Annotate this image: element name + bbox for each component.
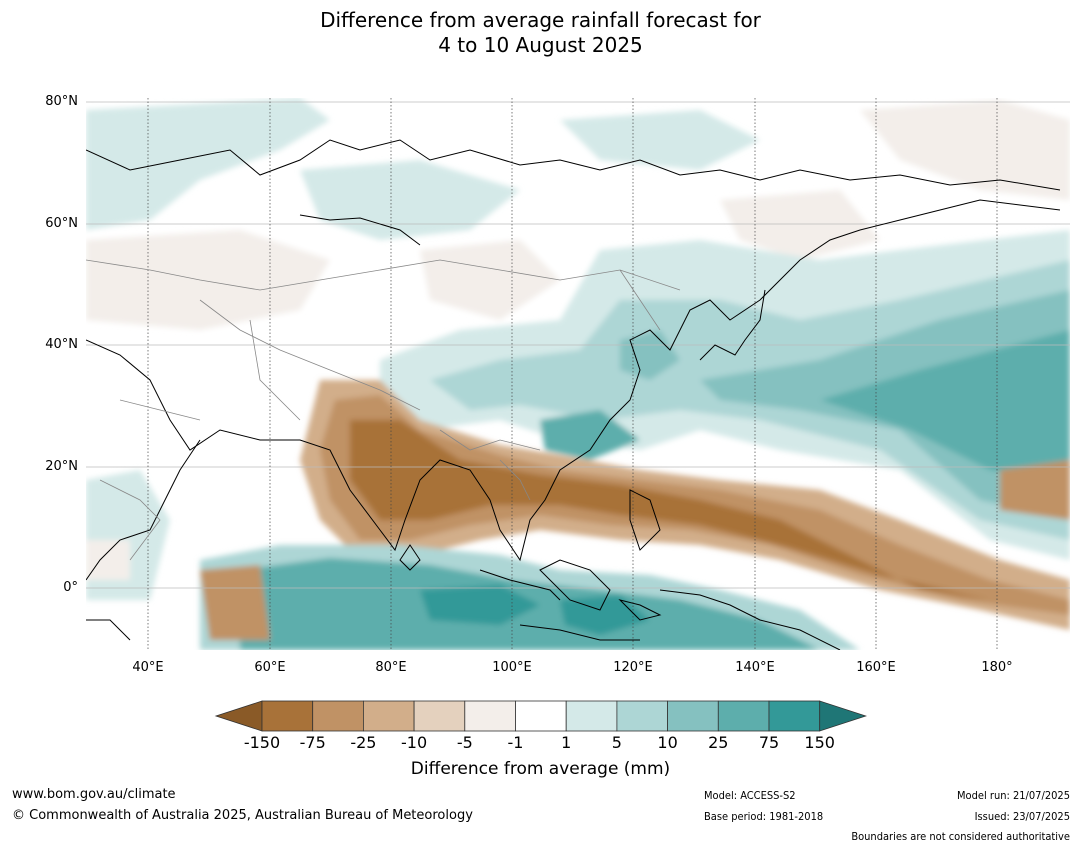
- lon-label-120e: 120°E: [613, 660, 653, 675]
- colorbar-tick-label: 75: [758, 733, 780, 752]
- coastlines: [86, 139, 1061, 650]
- colorbar-title: Difference from average (mm): [410, 759, 671, 779]
- country-borders: [86, 259, 681, 561]
- lat-label-80n: 80°N: [45, 94, 78, 109]
- colorbar-tick-label: 1: [561, 733, 572, 752]
- title-line-1: Difference from average rainfall forecas…: [320, 8, 761, 32]
- longitude-gridlines: [147, 98, 998, 650]
- colorbar-swatch: [565, 700, 618, 732]
- colorbar-swatch: [667, 700, 719, 732]
- colorbar-tick-label: -25: [350, 733, 377, 752]
- colorbar-tick-label: -75: [299, 733, 326, 752]
- lon-label-100e: 100°E: [492, 660, 532, 675]
- lon-label-80e: 80°E: [375, 660, 407, 675]
- anomaly-contours: [86, 98, 1070, 650]
- lon-label-60e: 60°E: [254, 660, 286, 675]
- colorbar-swatch: [413, 700, 466, 732]
- lat-label-60n: 60°N: [45, 216, 78, 231]
- colorbar-swatch: [616, 700, 669, 732]
- colorbar-tick-label: 25: [708, 733, 729, 752]
- colorbar-swatch: [717, 700, 770, 732]
- colorbar-tick-label: -10: [401, 733, 428, 752]
- colorbar-extend-high: [819, 700, 867, 732]
- title-line-2: 4 to 10 August 2025: [438, 33, 643, 57]
- colorbar-tick-label: -150: [243, 733, 281, 752]
- lon-label-180: 180°: [981, 660, 1013, 675]
- colorbar-tick-label: -5: [456, 733, 473, 752]
- colorbar-tick-label: 5: [611, 733, 622, 752]
- colorbar-tick-label: -1: [507, 733, 524, 752]
- model-run-date: Model run: 21/07/2025: [957, 789, 1070, 802]
- colorbar-extend-low: [214, 700, 263, 732]
- map-title: Difference from average rainfall forecas…: [0, 8, 1081, 58]
- colorbar-swatch: [362, 700, 415, 732]
- rainfall-anomaly-map: [86, 98, 1070, 650]
- lat-label-40n: 40°N: [45, 337, 78, 352]
- base-period: Base period: 1981-2018: [704, 810, 824, 823]
- lat-label-20n: 20°N: [45, 459, 78, 474]
- colorbar-tick-label: 150: [804, 733, 835, 752]
- model-name: Model: ACCESS-S2: [704, 789, 796, 802]
- colorbar-swatch: [261, 700, 314, 732]
- lon-label-140e: 140°E: [735, 660, 775, 675]
- boundaries-disclaimer: Boundaries are not considered authoritat…: [851, 830, 1070, 843]
- colorbar-swatch: [515, 700, 567, 732]
- colorbar-swatch: [312, 700, 364, 732]
- colorbar-swatch: [768, 700, 821, 732]
- lat-label-0: 0°: [63, 580, 78, 595]
- lon-label-160e: 160°E: [856, 660, 896, 675]
- colorbar-swatch: [464, 700, 516, 732]
- lon-label-40e: 40°E: [132, 660, 164, 675]
- copyright-text: © Commonwealth of Australia 2025, Austra…: [12, 808, 473, 823]
- issued-date: Issued: 23/07/2025: [974, 810, 1070, 823]
- colorbar-tick-label: 10: [657, 733, 678, 752]
- website-link[interactable]: www.bom.gov.au/climate: [12, 787, 176, 802]
- latitude-gridlines: [86, 101, 1070, 589]
